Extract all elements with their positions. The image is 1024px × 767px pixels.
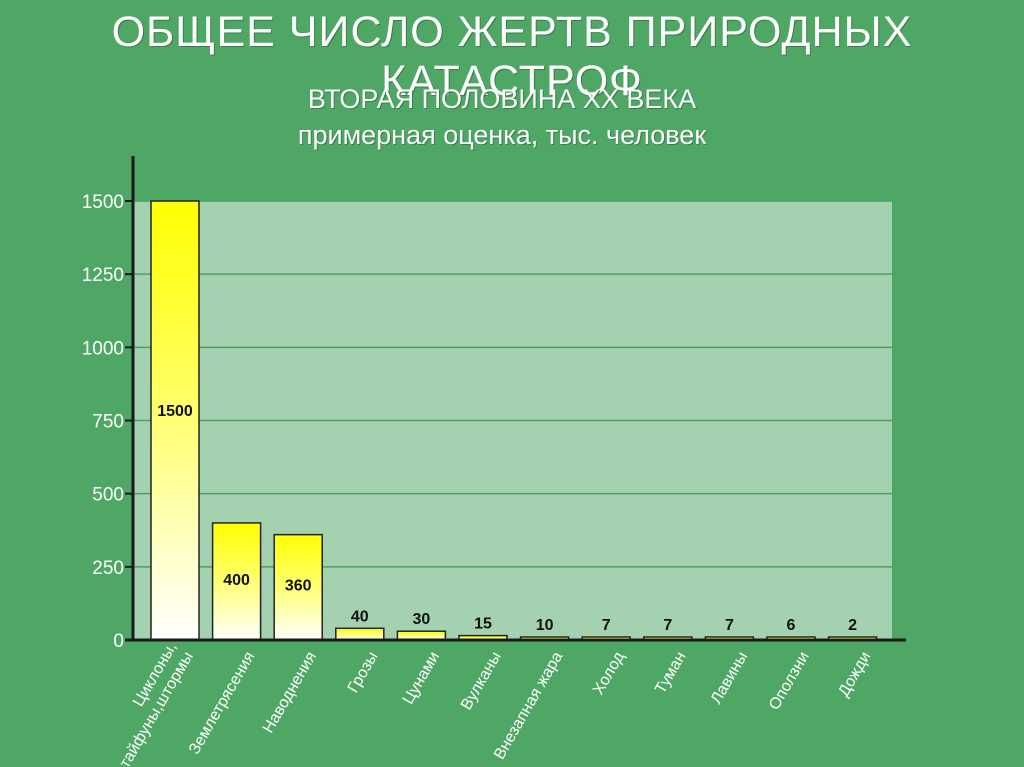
bar-value-label: 360 xyxy=(285,577,312,594)
x-category-label-line: Лавины xyxy=(708,649,751,707)
x-category-label-line: Внезапная жара xyxy=(491,649,566,763)
bar-value-label: 7 xyxy=(725,617,734,634)
bar-value-label: 10 xyxy=(536,617,554,634)
chart-subtitle-line-2: примерная оценка, тыс. человек xyxy=(297,120,707,150)
x-category-label: Вулканы xyxy=(458,649,505,713)
x-category-label-line: Землетрясения xyxy=(186,649,258,757)
x-category-label-line: Вулканы xyxy=(458,649,505,713)
x-category-label: Холод xyxy=(590,648,628,697)
x-category-label: Наводнения xyxy=(260,649,320,736)
chart-title: ОБЩЕЕ ЧИСЛО ЖЕРТВ ПРИРОДНЫХ КАТАСТРОФ xyxy=(111,8,913,105)
y-tick-label: 0 xyxy=(113,631,124,652)
bar-value-label: 1500 xyxy=(157,403,193,420)
x-category-label-line: Грозы xyxy=(345,649,382,696)
x-category-label: Грозы xyxy=(345,649,382,696)
bar-value-label: 7 xyxy=(602,617,611,634)
bar xyxy=(335,627,385,641)
x-category-label-line: Дожди xyxy=(835,649,874,700)
bar-value-label: 40 xyxy=(351,608,369,625)
x-category-label-line: Цунами xyxy=(400,649,443,707)
y-tick-label: 1250 xyxy=(82,265,124,286)
x-category-label: Циклоны,тайфуны,штормы xyxy=(117,640,197,767)
bar-value-label: 15 xyxy=(474,616,492,633)
y-tick-label: 1000 xyxy=(82,338,124,359)
chart-subtitle-line-1: ВТОРАЯ ПОЛОВИНА XX ВЕКА xyxy=(307,84,697,114)
bar-value-label: 2 xyxy=(848,617,857,634)
y-tick-label: 500 xyxy=(92,485,124,506)
bar-value-label: 6 xyxy=(787,617,796,634)
bar xyxy=(273,533,323,641)
bar xyxy=(150,200,200,641)
x-category-label: Туман xyxy=(652,649,689,697)
y-tick-label: 1500 xyxy=(82,192,124,213)
bar-value-label: 400 xyxy=(223,572,250,589)
x-category-label-line: Туман xyxy=(652,649,689,697)
x-category-label: Лавины xyxy=(708,649,751,707)
bar-value-label: 7 xyxy=(663,617,672,634)
x-category-label: Внезапная жара xyxy=(491,649,566,763)
x-category-label-line: Наводнения xyxy=(260,649,320,736)
y-tick-label: 750 xyxy=(92,412,124,433)
x-category-label-line: Холод xyxy=(590,648,628,697)
y-tick-label: 250 xyxy=(92,558,124,579)
x-category-label: Дожди xyxy=(835,649,874,700)
bar-value-label: 30 xyxy=(413,611,431,628)
x-category-label-line: Оползни xyxy=(766,649,813,713)
bar xyxy=(211,522,262,641)
x-category-label: Землетрясения xyxy=(186,649,258,757)
x-category-label: Оползни xyxy=(766,649,813,713)
x-category-label: Цунами xyxy=(400,649,443,707)
